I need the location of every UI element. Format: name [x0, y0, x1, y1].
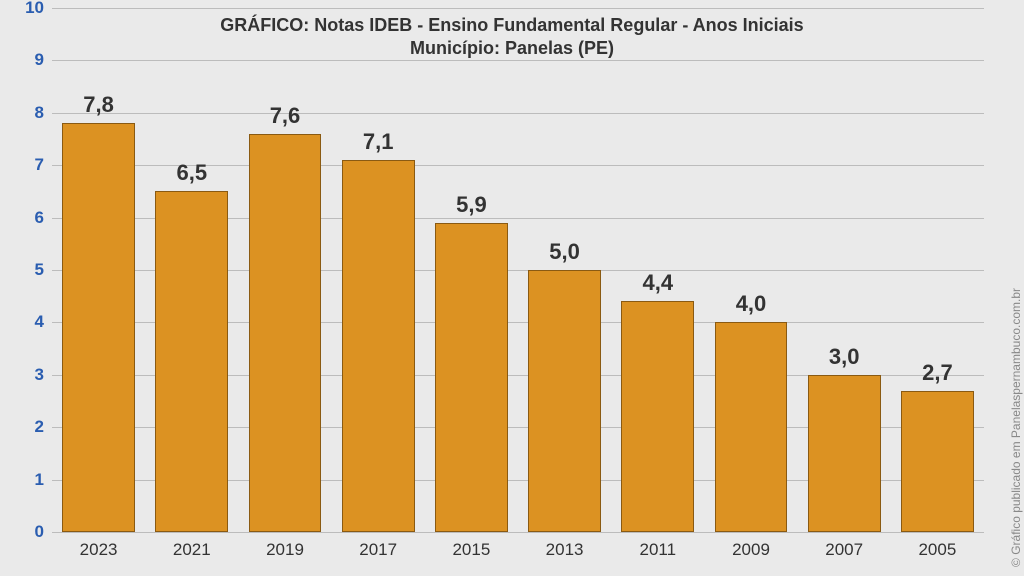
x-tick-label: 2005 — [918, 540, 956, 560]
y-tick-label: 4 — [14, 312, 44, 332]
bar-value-label: 7,8 — [83, 92, 114, 118]
y-tick-label: 10 — [14, 0, 44, 18]
bar-value-label: 3,0 — [829, 344, 860, 370]
x-tick-label: 2015 — [452, 540, 490, 560]
y-tick-label: 1 — [14, 470, 44, 490]
bar: 4,4 — [621, 301, 694, 532]
x-tick-label: 2011 — [640, 540, 677, 560]
y-tick-label: 6 — [14, 208, 44, 228]
chart-credit: © Gráfico publicado em Panelaspernambuco… — [1009, 288, 1023, 567]
bar: 4,0 — [715, 322, 788, 532]
x-tick-label: 2013 — [546, 540, 584, 560]
y-tick-label: 7 — [14, 155, 44, 175]
bar-value-label: 5,0 — [549, 239, 580, 265]
bar-value-label: 7,6 — [270, 103, 301, 129]
bar-value-label: 2,7 — [922, 360, 953, 386]
bar: 5,0 — [528, 270, 601, 532]
y-tick-label: 0 — [14, 522, 44, 542]
x-tick-label: 2021 — [173, 540, 211, 560]
bar-value-label: 4,4 — [642, 270, 673, 296]
gridline — [52, 532, 984, 533]
x-tick-label: 2009 — [732, 540, 770, 560]
bar-value-label: 5,9 — [456, 192, 487, 218]
bar: 7,6 — [249, 134, 322, 532]
bar: 5,9 — [435, 223, 508, 532]
bar: 6,5 — [155, 191, 228, 532]
bar: 2,7 — [901, 391, 974, 532]
x-axis-labels: 2023 2021 2019 2017 2015 2013 2011 2009 2007 2005 — [52, 540, 984, 564]
bar-value-label: 6,5 — [176, 160, 207, 186]
gridline — [52, 8, 984, 9]
y-tick-label: 5 — [14, 260, 44, 280]
y-tick-label: 8 — [14, 103, 44, 123]
bar: 7,8 — [62, 123, 135, 532]
bar-value-label: 7,1 — [363, 129, 394, 155]
y-tick-label: 3 — [14, 365, 44, 385]
y-tick-label: 2 — [14, 417, 44, 437]
x-tick-label: 2017 — [359, 540, 397, 560]
y-tick-label: 9 — [14, 50, 44, 70]
gridline — [52, 60, 984, 61]
bar: 7,1 — [342, 160, 415, 532]
gridline — [52, 113, 984, 114]
bar: 3,0 — [808, 375, 881, 532]
ideb-bar-chart: GRÁFICO: Notas IDEB - Ensino Fundamental… — [0, 0, 1024, 576]
x-tick-label: 2019 — [266, 540, 304, 560]
plot-area: 0123456789107,86,57,67,15,95,04,44,03,02… — [52, 8, 984, 532]
bar-value-label: 4,0 — [736, 291, 767, 317]
x-tick-label: 2007 — [825, 540, 863, 560]
x-tick-label: 2023 — [80, 540, 118, 560]
